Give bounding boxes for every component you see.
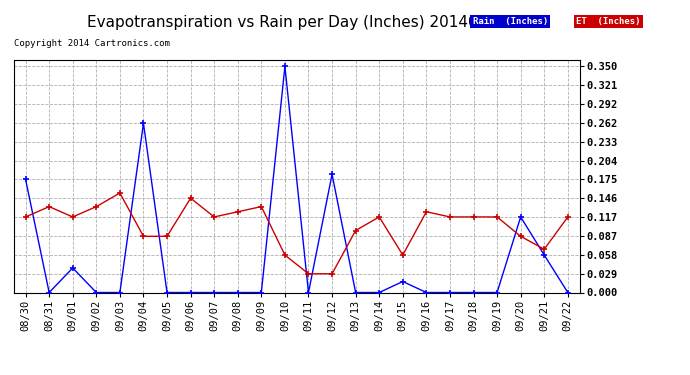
Text: ET  (Inches): ET (Inches)	[576, 17, 640, 26]
Text: Copyright 2014 Cartronics.com: Copyright 2014 Cartronics.com	[14, 39, 170, 48]
Text: Evapotranspiration vs Rain per Day (Inches) 20140923: Evapotranspiration vs Rain per Day (Inch…	[87, 15, 506, 30]
Text: Rain  (Inches): Rain (Inches)	[473, 17, 548, 26]
